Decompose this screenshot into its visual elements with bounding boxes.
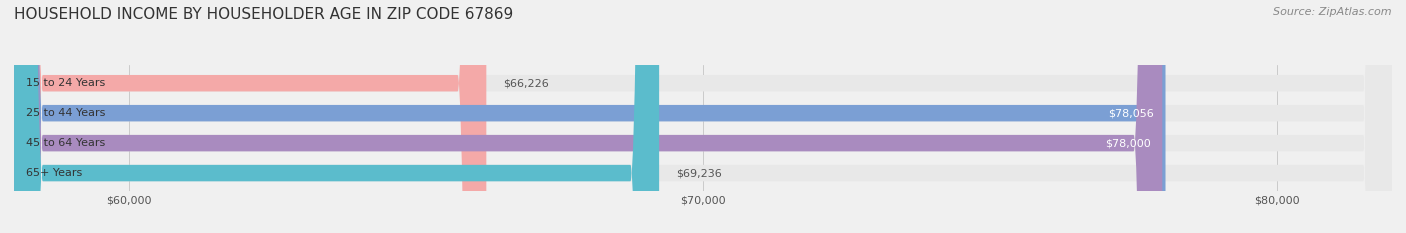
FancyBboxPatch shape <box>14 0 1392 233</box>
Text: $69,236: $69,236 <box>676 168 723 178</box>
FancyBboxPatch shape <box>14 0 1163 233</box>
Text: 15 to 24 Years: 15 to 24 Years <box>25 78 105 88</box>
Text: $78,056: $78,056 <box>1108 108 1154 118</box>
FancyBboxPatch shape <box>14 0 1392 233</box>
Text: $78,000: $78,000 <box>1105 138 1150 148</box>
Text: Source: ZipAtlas.com: Source: ZipAtlas.com <box>1274 7 1392 17</box>
Text: 45 to 64 Years: 45 to 64 Years <box>25 138 105 148</box>
Text: HOUSEHOLD INCOME BY HOUSEHOLDER AGE IN ZIP CODE 67869: HOUSEHOLD INCOME BY HOUSEHOLDER AGE IN Z… <box>14 7 513 22</box>
FancyBboxPatch shape <box>14 0 659 233</box>
FancyBboxPatch shape <box>14 0 1166 233</box>
FancyBboxPatch shape <box>14 0 1392 233</box>
Text: 65+ Years: 65+ Years <box>25 168 82 178</box>
FancyBboxPatch shape <box>14 0 1392 233</box>
Text: $66,226: $66,226 <box>503 78 550 88</box>
FancyBboxPatch shape <box>14 0 486 233</box>
Text: 25 to 44 Years: 25 to 44 Years <box>25 108 105 118</box>
